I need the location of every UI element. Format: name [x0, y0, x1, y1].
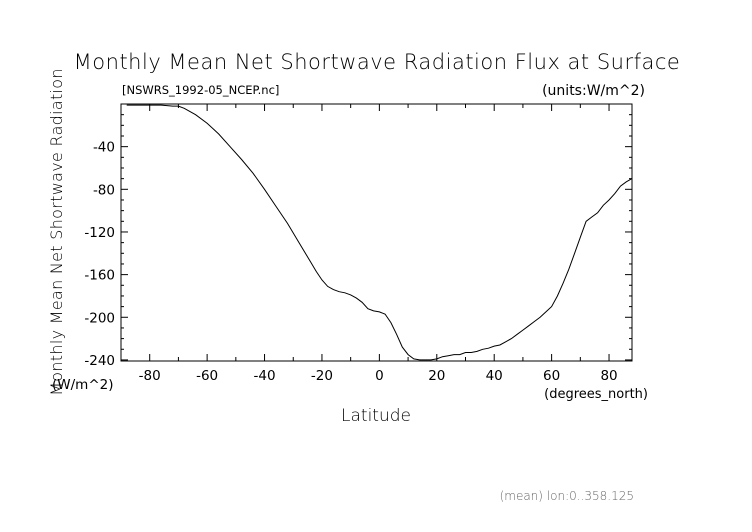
x-tick-label: 20 [428, 368, 445, 384]
y-axis-label: Monthly Mean Net Shortwave Radiation [47, 68, 66, 396]
footnote: (mean) lon:0..358.125 [500, 489, 634, 503]
y-tick-label: -80 [93, 182, 115, 198]
x-axis-units: (degrees_north) [544, 387, 648, 402]
x-tick-label: 80 [600, 368, 617, 384]
series-line [126, 104, 633, 361]
x-tick-label: 60 [543, 368, 560, 384]
y-axis: -40 -80 -120 -160 -200 -240 [84, 114, 632, 369]
y-tick-label: -40 [93, 140, 115, 156]
x-axis: -80 -60 -40 -20 0 20 40 60 80 [120, 104, 618, 384]
x-tick-label: -60 [196, 368, 218, 384]
y-tick-label: -200 [84, 310, 115, 326]
y-axis-units: (W/m^2) [52, 377, 113, 393]
y-tick-label: -240 [84, 353, 115, 369]
x-axis-label: Latitude [341, 406, 411, 426]
chart-title: Monthly Mean Net Shortwave Radiation Flu… [74, 50, 681, 74]
x-tick-label: 0 [375, 368, 384, 384]
y-tick-label: -120 [84, 225, 115, 241]
x-tick-label: 40 [486, 368, 503, 384]
y-tick-label: -160 [84, 268, 115, 284]
x-tick-label: -20 [311, 368, 333, 384]
units-label: (units:W/m^2) [542, 83, 645, 99]
x-tick-label: -40 [254, 368, 276, 384]
plot-frame [120, 103, 633, 362]
x-tick-label: -80 [139, 368, 161, 384]
file-label: [NSWRS_1992-05_NCEP.nc] [122, 83, 279, 97]
